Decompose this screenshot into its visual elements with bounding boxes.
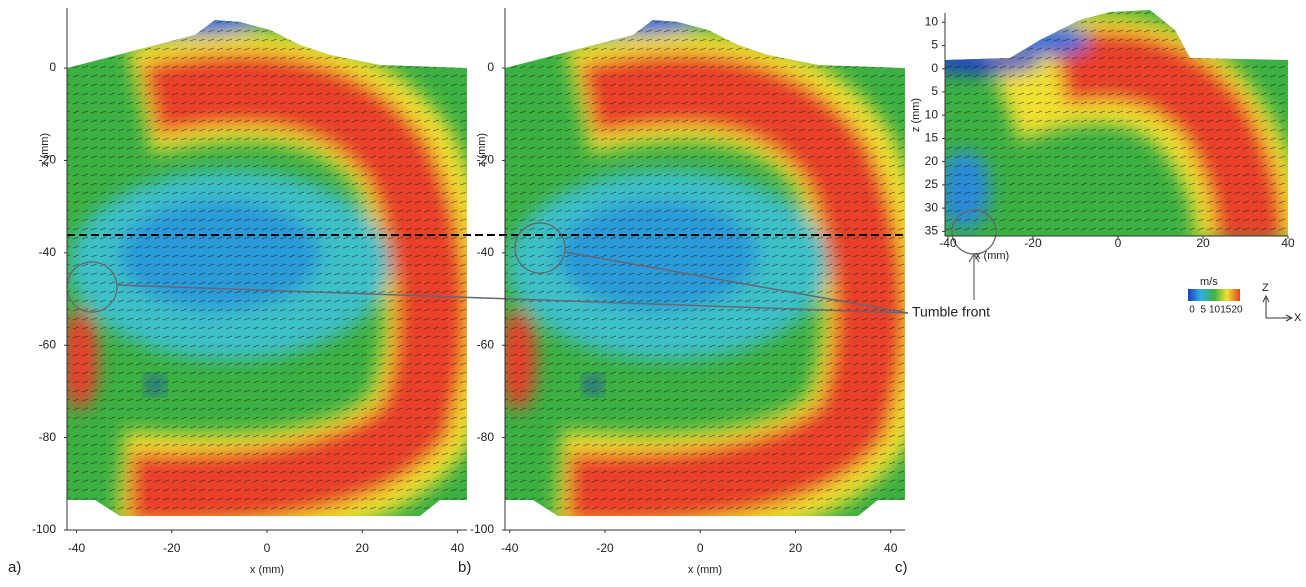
y-tick-label: 35 — [925, 224, 939, 238]
axis-glyph-z: Z — [1262, 282, 1269, 294]
x-tick-label: -20 — [596, 541, 614, 555]
velocity-field-c — [945, 10, 1288, 236]
x-tick-label: 20 — [356, 541, 370, 555]
x-tick-label: 40 — [1281, 236, 1295, 250]
colorbar-tick-label: 0 — [1189, 305, 1195, 316]
x-axis-label: x (mm) — [250, 564, 284, 576]
panel-label: c) — [895, 559, 908, 576]
y-tick-label: 0 — [49, 60, 56, 74]
x-tick-label: 0 — [1115, 236, 1122, 250]
x-tick-label: 20 — [1196, 236, 1210, 250]
x-tick-label: 0 — [264, 541, 271, 555]
marker-circle — [514, 222, 566, 274]
y-tick-label: 20 — [925, 154, 939, 168]
y-tick-label: -60 — [39, 337, 57, 351]
x-axis-label: x (mm) — [975, 250, 1009, 262]
colorbar-label: m/s — [1200, 276, 1218, 288]
axis-glyph-arrows — [1262, 294, 1294, 322]
colorbar-tick-label: 15 — [1220, 305, 1232, 316]
y-tick-label: 10 — [925, 14, 939, 28]
y-tick-label: 15 — [925, 131, 939, 145]
y-tick-label: 5 — [931, 38, 938, 52]
colorbar — [1188, 289, 1240, 301]
colorbar-tick-label: 20 — [1231, 305, 1243, 316]
panel-label: b) — [458, 559, 471, 576]
y-tick-label: -100 — [32, 522, 56, 536]
x-axis-label: x (mm) — [688, 564, 722, 576]
x-tick-label: 20 — [789, 541, 803, 555]
colorbar-tick-label: 5 — [1200, 305, 1206, 316]
x-tick-label: 0 — [697, 541, 704, 555]
x-tick-label: -40 — [68, 541, 86, 555]
y-tick-label: -80 — [477, 430, 495, 444]
y-tick-label: 0 — [931, 61, 938, 75]
y-axis-label: z (mm) — [476, 133, 488, 167]
x-tick-label: 40 — [451, 541, 465, 555]
y-tick-label: -80 — [39, 430, 57, 444]
y-tick-label: -20 — [477, 153, 495, 167]
y-tick-label: -100 — [470, 522, 494, 536]
velocity-field-b — [498, 5, 918, 530]
x-tick-label: 40 — [884, 541, 898, 555]
axis-glyph-x: X — [1294, 312, 1302, 324]
panel-label: a) — [8, 559, 21, 576]
annotation: Tumble front — [912, 304, 990, 320]
velocity-field-a — [60, 5, 480, 530]
y-axis-label: z (mm) — [910, 98, 922, 132]
y-tick-label: -40 — [477, 245, 495, 259]
x-tick-label: -40 — [501, 541, 519, 555]
y-tick-label: -60 — [477, 337, 495, 351]
arrow-head — [968, 252, 980, 263]
x-tick-label: -20 — [163, 541, 181, 555]
pointer-line — [116, 284, 909, 314]
y-tick-label: -40 — [39, 245, 57, 259]
x-tick-label: -40 — [939, 236, 957, 250]
y-tick-label: 10 — [925, 107, 939, 121]
y-tick-label: -20 — [39, 153, 57, 167]
pointer-line — [564, 251, 909, 314]
y-tick-label: 30 — [925, 200, 939, 214]
colorbar-tick-label: 10 — [1209, 305, 1221, 316]
y-tick-label: 25 — [925, 177, 939, 191]
y-tick-label: 0 — [487, 60, 494, 74]
y-tick-label: 5 — [931, 84, 938, 98]
y-axis-label: z (mm) — [39, 133, 51, 167]
x-tick-label: -20 — [1024, 236, 1042, 250]
